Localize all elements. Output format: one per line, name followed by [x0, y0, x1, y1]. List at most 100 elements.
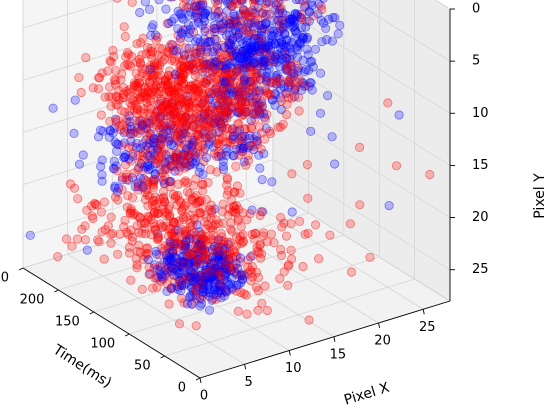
- point-negative: [165, 266, 175, 276]
- point-negative: [176, 286, 186, 296]
- point-negative: [237, 147, 248, 157]
- point-negative: [194, 259, 204, 269]
- point-positive: [163, 262, 173, 272]
- point-negative: [210, 264, 220, 274]
- point-negative: [261, 18, 271, 28]
- point-negative: [272, 70, 282, 80]
- point-positive: [231, 251, 241, 261]
- point-negative: [228, 101, 238, 111]
- point-positive: [175, 37, 185, 47]
- point-positive: [210, 107, 220, 118]
- point-positive: [199, 234, 209, 244]
- point-positive: [147, 200, 157, 210]
- point-negative: [195, 246, 205, 256]
- point-positive: [216, 111, 226, 121]
- point-positive: [150, 273, 160, 283]
- point-positive: [217, 24, 227, 34]
- point-positive: [53, 252, 63, 262]
- point-positive: [178, 73, 188, 83]
- point-negative: [182, 252, 192, 262]
- point-negative: [125, 128, 135, 138]
- point-negative: [109, 156, 119, 166]
- point-negative: [327, 132, 337, 142]
- point-positive: [179, 69, 189, 79]
- point-positive: [184, 98, 194, 108]
- point-negative: [161, 150, 171, 160]
- point-positive: [214, 127, 224, 137]
- point-negative: [194, 2, 204, 12]
- point-negative: [285, 80, 295, 90]
- point-negative: [211, 252, 221, 263]
- point-positive: [283, 76, 293, 86]
- point-positive: [206, 234, 216, 244]
- point-negative: [271, 57, 281, 68]
- point-positive: [234, 102, 244, 112]
- point-negative: [189, 256, 200, 267]
- point-positive: [173, 257, 183, 268]
- point-negative: [192, 243, 202, 253]
- point-negative: [207, 245, 218, 255]
- point-positive: [214, 271, 224, 282]
- point-positive: [223, 107, 233, 117]
- point-positive: [165, 182, 175, 192]
- point-positive: [193, 243, 203, 253]
- point-negative: [204, 281, 214, 291]
- point-positive: [156, 104, 166, 114]
- point-negative: [183, 3, 193, 13]
- point-positive: [204, 60, 214, 70]
- point-positive: [211, 24, 221, 34]
- point-negative: [287, 37, 297, 48]
- point-positive: [174, 69, 185, 79]
- point-negative: [205, 258, 216, 268]
- point-positive: [154, 232, 164, 242]
- point-positive: [200, 244, 210, 255]
- point-positive: [184, 107, 194, 117]
- point-positive: [201, 79, 211, 89]
- point-positive: [187, 146, 197, 156]
- point-negative: [191, 1, 202, 11]
- point-positive: [188, 91, 198, 101]
- point-positive: [220, 263, 230, 273]
- point-negative: [290, 33, 300, 43]
- point-negative: [207, 272, 217, 283]
- point-positive: [201, 262, 211, 272]
- point-positive: [146, 49, 156, 59]
- grid-line-px: [201, 212, 379, 324]
- point-positive: [241, 99, 251, 109]
- point-positive: [129, 96, 139, 106]
- point-negative: [207, 295, 217, 305]
- point-negative: [258, 108, 269, 119]
- point-positive: [123, 50, 133, 60]
- point-positive: [161, 118, 171, 128]
- point-positive: [196, 45, 206, 55]
- point-positive: [251, 20, 261, 30]
- point-negative: [215, 20, 225, 30]
- point-negative: [222, 276, 232, 287]
- point-positive: [77, 224, 87, 234]
- point-negative: [215, 260, 225, 270]
- point-positive: [194, 196, 204, 206]
- point-positive: [204, 106, 215, 116]
- point-negative: [245, 130, 255, 141]
- point-positive: [111, 99, 121, 110]
- point-positive: [152, 120, 162, 130]
- point-positive: [259, 134, 270, 144]
- point-positive: [231, 204, 241, 214]
- point-negative: [179, 128, 189, 138]
- point-negative: [310, 44, 321, 54]
- point-negative: [156, 111, 166, 121]
- point-negative: [181, 272, 191, 282]
- point-negative: [261, 48, 271, 59]
- point-positive: [218, 72, 229, 82]
- point-positive: [164, 201, 174, 211]
- point-positive: [172, 200, 182, 210]
- point-negative: [258, 56, 268, 67]
- point-negative: [139, 174, 149, 184]
- point-positive: [119, 22, 129, 32]
- point-positive: [184, 127, 194, 138]
- point-negative: [214, 267, 224, 277]
- point-negative: [270, 39, 280, 49]
- point-negative: [220, 271, 230, 281]
- point-positive: [276, 250, 287, 261]
- point-negative: [150, 141, 160, 151]
